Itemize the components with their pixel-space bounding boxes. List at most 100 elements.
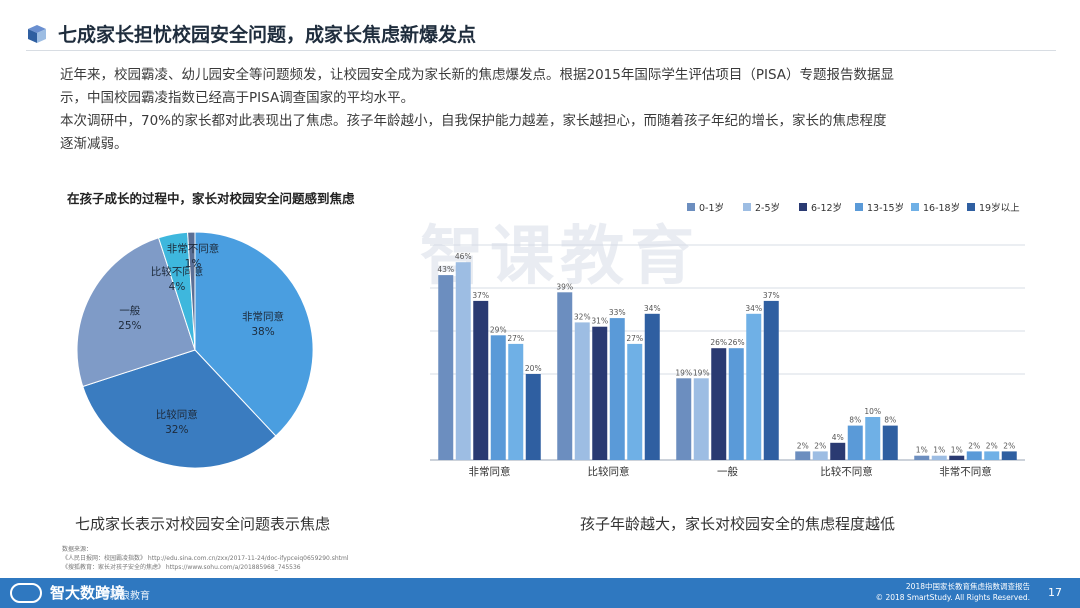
category-label: 比较不同意 [820, 465, 873, 478]
category-label: 非常同意 [469, 465, 511, 478]
source-line: 《人民日报网：校园霸凌指数》 http://edu.sina.com.cn/zx… [62, 555, 349, 562]
category-label: 一般 [717, 465, 738, 478]
legend-swatch [911, 203, 919, 211]
bar-value-label: 34% [644, 304, 661, 313]
source-line: 数据来源： [62, 546, 93, 553]
bar-value-label: 43% [437, 265, 454, 274]
bar [557, 292, 573, 460]
intro-line: 逐渐减弱。 [60, 136, 128, 152]
bar-value-label: 26% [728, 338, 745, 347]
legend-label: 16-18岁 [923, 202, 960, 214]
legend-swatch [967, 203, 975, 211]
bar [574, 322, 590, 460]
pie-slice-value: 4% [169, 281, 186, 293]
bar [438, 275, 454, 460]
bar [627, 343, 643, 460]
bar [746, 313, 762, 460]
bar-value-label: 34% [745, 304, 762, 313]
pie-slice [82, 349, 277, 469]
right-caption: 孩子年龄越大，家长对校园安全的焦虑程度越低 [580, 515, 896, 533]
legend-swatch [855, 203, 863, 211]
bar-value-label: 4% [832, 433, 844, 442]
intro-line: 近年来，校园霸凌、幼儿园安全等问题频发，让校园安全成为家长新的焦虑爆发点。根据2… [60, 67, 895, 83]
bar [644, 313, 660, 460]
pie-slice-value: 38% [251, 326, 274, 338]
bar [812, 451, 828, 460]
bar [592, 326, 608, 460]
bar [508, 343, 524, 460]
bar [795, 451, 811, 460]
left-caption: 七成家长表示对校园安全问题表示焦虑 [75, 515, 331, 533]
legend-swatch [743, 203, 751, 211]
footer-partner: 与新浪教育 [100, 591, 150, 602]
bar [966, 451, 982, 460]
bar-value-label: 27% [507, 334, 524, 343]
bar-value-label: 37% [472, 291, 489, 300]
pie-slice-label: 非常同意 [242, 310, 284, 323]
pie-slice [194, 231, 314, 437]
pie-slice-value: 1% [185, 258, 202, 270]
bar-value-label: 1% [933, 446, 945, 455]
bar-chart: 0-1岁 2-5岁 6-12岁 13-15岁 16-18岁 19岁以上 43%46% 37% 2… [430, 202, 1025, 478]
legend-label: 19岁以上 [979, 202, 1020, 214]
page-title: 七成家长担忧校园安全问题，成家长焦虑新爆发点 [58, 24, 477, 46]
bar-value-label: 10% [864, 407, 881, 416]
bar [676, 378, 692, 460]
pie-slice-label: 比较同意 [156, 408, 198, 421]
brand-logo-icon [10, 583, 42, 603]
intro-line: 示，中国校园霸凌指数已经高于PISA调查国家的平均水平。 [60, 90, 415, 106]
legend-label: 0-1岁 [699, 202, 724, 214]
sources: 数据来源： 《人民日报网：校园霸凌指数》 http://edu.sina.com… [62, 545, 349, 572]
bar-value-label: 19% [693, 368, 710, 377]
bar-value-label: 27% [626, 334, 643, 343]
report-title: 2018中国家长教育焦虑指数调查报告 [905, 582, 1030, 591]
bar [914, 455, 930, 460]
source-line: 《搜狐教育：家长对孩子安全的焦虑》 https://www.sohu.com/a… [62, 564, 301, 571]
bar [830, 442, 846, 460]
bar-value-label: 2% [986, 441, 998, 450]
bar-value-label: 19% [675, 368, 692, 377]
book-icon [28, 25, 46, 43]
bar [1001, 451, 1017, 460]
pie-slice [187, 231, 196, 351]
bar [984, 451, 1000, 460]
bar-value-label: 1% [951, 446, 963, 455]
legend-swatch [687, 203, 695, 211]
bar-value-label: 2% [797, 441, 809, 450]
pie-slice-value: 25% [118, 320, 141, 332]
bar [525, 374, 541, 460]
bar-value-label: 2% [968, 441, 980, 450]
intro-text: 近年来，校园霸凌、幼儿园安全等问题频发，让校园安全成为家长新的焦虑爆发点。根据2… [60, 64, 1040, 156]
bar [728, 348, 744, 460]
bar-value-label: 2% [814, 441, 826, 450]
pie-slice [76, 237, 196, 388]
bar-value-label: 8% [884, 416, 896, 425]
category-label: 非常不同意 [939, 465, 992, 478]
title-divider [26, 50, 1056, 51]
bar [763, 300, 779, 460]
bar [949, 455, 965, 460]
bar-value-label: 37% [763, 291, 780, 300]
footer-brand: 智大数跨境 [50, 584, 126, 602]
intro-line: 本次调研中，70%的家长都对此表现出了焦虑。孩子年龄越小，自我保护能力越差，家长… [60, 113, 887, 129]
copyright: © 2018 SmartStudy. All Rights Reserved. [875, 593, 1030, 602]
bar [847, 425, 863, 460]
pie-slice-label: 非常不同意 [167, 242, 220, 255]
bar-value-label: 46% [455, 252, 472, 261]
bar [609, 318, 625, 460]
pie-chart-title: 在孩子成长的过程中，家长对校园安全问题感到焦虑 [67, 191, 355, 206]
bar [473, 300, 489, 460]
pie-slice-label: 一般 [119, 304, 140, 317]
page-number: 17 [1048, 586, 1062, 599]
bar-value-label: 1% [916, 446, 928, 455]
legend-label: 2-5岁 [755, 202, 780, 214]
bar-value-label: 29% [490, 325, 507, 334]
bar-value-label: 8% [849, 416, 861, 425]
bar [455, 262, 471, 460]
bar-value-label: 26% [710, 338, 727, 347]
bar [931, 455, 947, 460]
bar-value-label: 2% [1003, 441, 1015, 450]
bar-value-label: 39% [556, 282, 573, 291]
footer-bar: 智大数跨境 与新浪教育 2018中国家长教育焦虑指数调查报告 © 2018 Sm… [0, 578, 1080, 608]
